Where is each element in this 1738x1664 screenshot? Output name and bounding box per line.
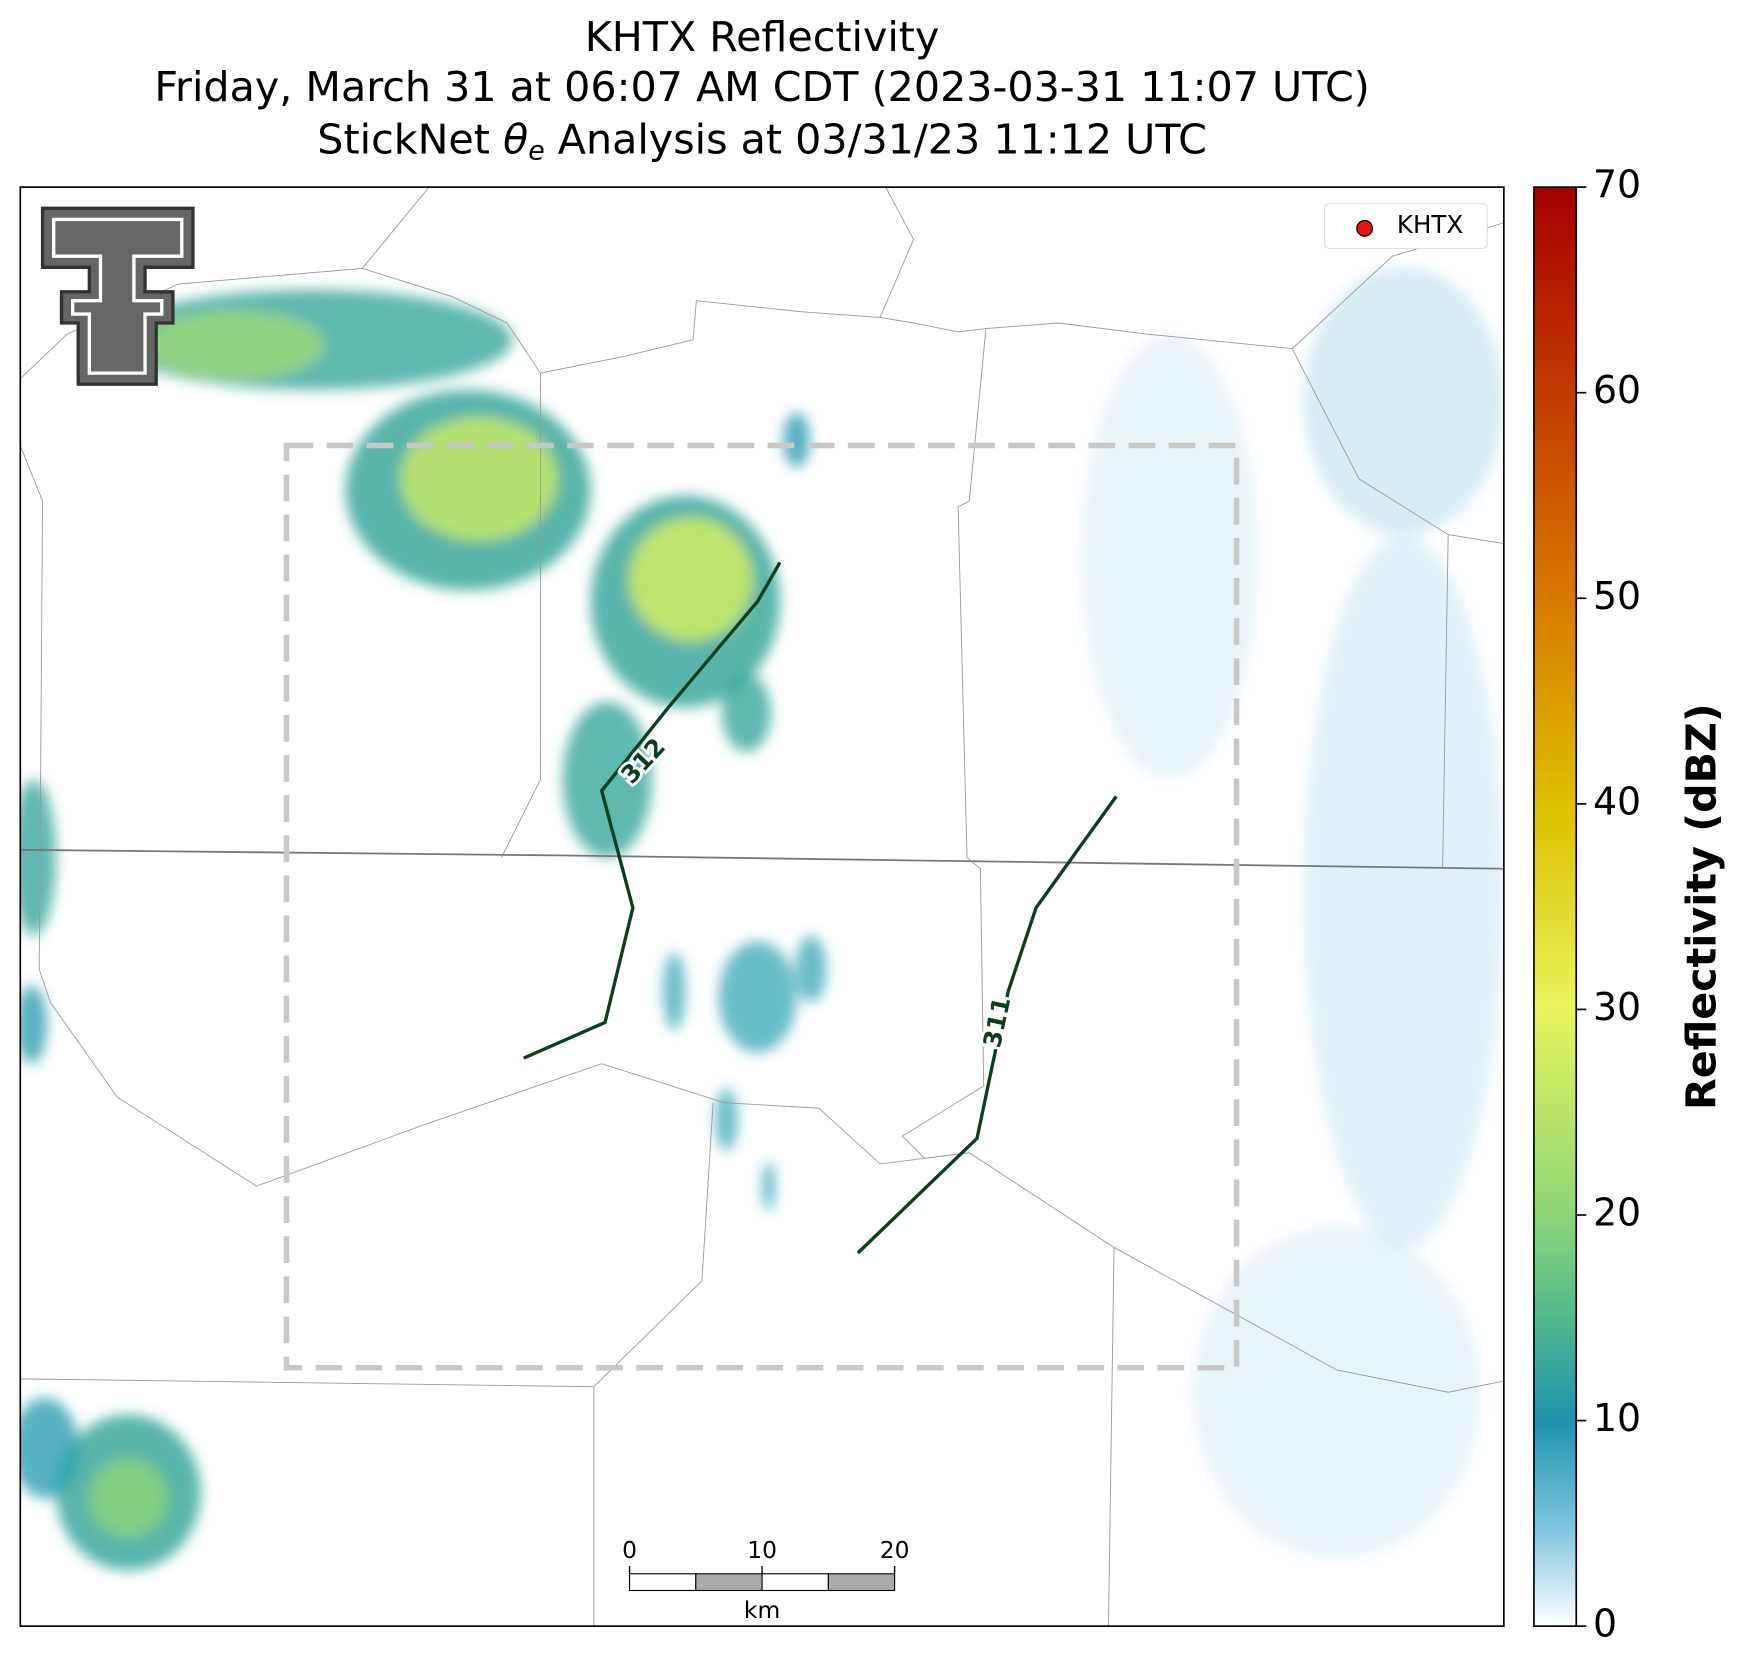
- map-frame: [19, 186, 1505, 1627]
- legend-marker: [1356, 219, 1374, 237]
- scale-tick-label: 20: [880, 1536, 910, 1564]
- title-line3: StickNet θe Analysis at 03/31/23 11:12 U…: [317, 116, 1207, 166]
- map: 312 311 KHTX km 0 10 20: [20, 187, 1504, 1627]
- scale-tick-label: 0: [622, 1536, 637, 1564]
- colorbar-tick-label: 30: [1593, 985, 1641, 1029]
- colorbar-label: Reflectivity (dBZ): [1677, 703, 1725, 1110]
- scale-bar: km 0 10 20: [622, 1536, 909, 1624]
- scale-unit: km: [744, 1596, 780, 1624]
- colorbar-tick-label: 60: [1593, 368, 1641, 412]
- state-border: [20, 848, 1504, 870]
- title-line1: KHTX Reflectivity: [585, 13, 940, 61]
- title-subscript: e: [528, 135, 544, 166]
- colorbar-tick-label: 20: [1593, 1190, 1641, 1234]
- colorbar-tick-label: 0: [1593, 1602, 1617, 1646]
- colorbar-tick-label: 70: [1593, 163, 1641, 207]
- county-borders: [20, 187, 1504, 1627]
- colorbar-ramp: [1533, 186, 1578, 1627]
- analysis-box: [283, 442, 1240, 1371]
- title-suffix-text: Analysis at 03/31/23 11:12 UTC: [558, 116, 1207, 164]
- title-prefix: StickNet: [317, 116, 490, 164]
- title-symbol: θ: [503, 116, 528, 164]
- legend: KHTX: [1323, 203, 1488, 249]
- colorbar-tick-label: 40: [1593, 779, 1641, 823]
- colorbar: Reflectivity (dBZ) 0 10 20 30 40 50 60 70: [1533, 163, 1725, 1646]
- contour-311: [856, 795, 1118, 1255]
- legend-box: [1323, 203, 1488, 249]
- logo: [40, 206, 195, 386]
- colorbar-tick-label: 50: [1593, 574, 1641, 618]
- contour-312: [523, 561, 782, 1060]
- title-line2: Friday, March 31 at 06:07 AM CDT (2023-0…: [154, 63, 1369, 111]
- scale-tick-label: 10: [747, 1536, 777, 1564]
- colorbar-tick-label: 10: [1593, 1396, 1641, 1440]
- legend-label: KHTX: [1397, 210, 1463, 239]
- title-suffix: [545, 116, 558, 164]
